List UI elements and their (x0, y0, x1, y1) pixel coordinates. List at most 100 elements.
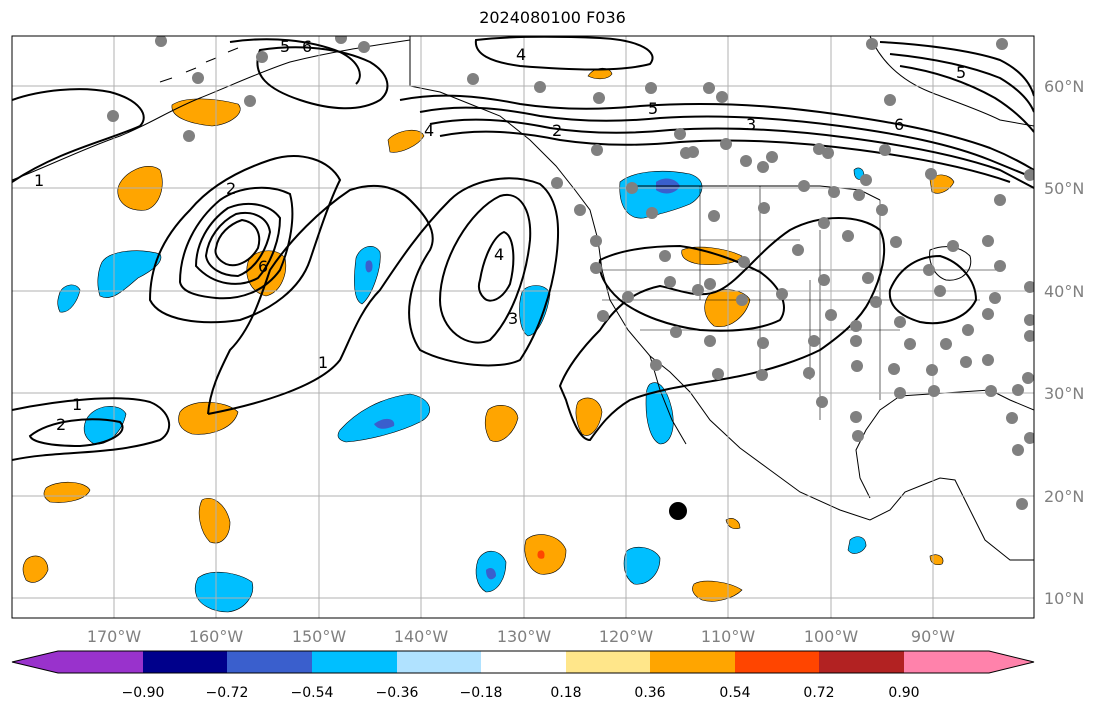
contour-line (477, 230, 515, 302)
negative-anomaly-patch (194, 571, 254, 613)
longitude-axis: 170°W 160°W 150°W 140°W 130°W 120°W 110°… (87, 627, 955, 646)
positive-anomaly-patch (484, 405, 519, 442)
positive-anomaly-patch (681, 246, 743, 266)
negative-anomaly-patch (57, 284, 81, 313)
colorbar-segment (312, 651, 397, 673)
lon-label: 150°W (292, 627, 347, 646)
contour-lines (12, 36, 1034, 461)
colorbar-tick-label: −0.18 (460, 685, 503, 701)
contour-line (178, 186, 294, 300)
negative-anomaly-patch (486, 568, 496, 580)
contour-label: 4 (516, 45, 526, 64)
colorbar-segment (143, 651, 227, 673)
contour-line (148, 155, 342, 324)
contour-label: 5 (648, 99, 658, 118)
lon-label: 120°W (599, 627, 654, 646)
contour-label: 2 (226, 179, 236, 198)
lat-label: 50°N (1044, 179, 1084, 198)
contour-line (889, 53, 1034, 113)
map-title: 2024080100 F036 (479, 8, 626, 27)
negative-anomaly-patch (337, 393, 430, 443)
contour-line (879, 41, 1034, 97)
contour-label-group: 1 1 1 2 2 2 3 3 4 4 4 5 5 5 6 6 6 (34, 37, 966, 434)
negative-anomaly-patch (374, 418, 395, 429)
graticule (12, 36, 1034, 618)
contour-line (438, 193, 532, 344)
negative-anomaly-patch (619, 170, 703, 219)
lon-label: 140°W (394, 627, 449, 646)
positive-anomaly-patch (387, 129, 425, 153)
lat-label: 40°N (1044, 282, 1084, 301)
positive-anomaly-patch (22, 555, 49, 583)
negative-anomaly-patch (623, 546, 661, 585)
colorbar-tick-label: −0.72 (206, 685, 249, 701)
lat-label: 10°N (1044, 589, 1084, 608)
lat-label: 20°N (1044, 487, 1084, 506)
contour-line (439, 130, 1011, 183)
map-frame (11, 35, 1035, 619)
positive-anomaly-patch (929, 174, 955, 194)
contour-line (214, 218, 261, 267)
contour-label: 2 (56, 415, 66, 434)
negative-anomaly-patch (354, 246, 381, 305)
contour-label: 5 (956, 63, 966, 82)
colorbar-outline (11, 650, 1035, 674)
lat-label: 60°N (1044, 77, 1084, 96)
colorbar-segment (481, 651, 566, 673)
colorbar-tick-label: 0.54 (719, 685, 750, 701)
colorbar-segment (650, 651, 735, 673)
negative-anomaly-patch (645, 382, 674, 445)
lon-label: 90°W (911, 627, 955, 646)
colorbar-tick-label: −0.54 (291, 685, 334, 701)
colorbar: −0.90 −0.72 −0.54 −0.36 −0.18 0.18 0.36 … (11, 650, 1035, 701)
colorbar-segment (904, 651, 1034, 673)
contour-line (598, 244, 785, 332)
contour-line (204, 212, 272, 278)
colorbar-segment (397, 651, 481, 673)
contour-line (12, 88, 145, 183)
contour-label: 2 (552, 121, 562, 140)
contour-label: 4 (424, 121, 434, 140)
lon-label: 170°W (87, 627, 142, 646)
negative-anomaly-patch (365, 260, 373, 273)
colorbar-tick-label: 0.90 (888, 685, 919, 701)
colorbar-segment (566, 651, 650, 673)
lon-label: 110°W (701, 627, 756, 646)
negative-anomaly-patch (519, 285, 551, 337)
contour-label: 6 (894, 115, 904, 134)
positive-anomaly-patch (524, 534, 567, 575)
colorbar-tick-label: −0.90 (122, 685, 165, 701)
contour-line (429, 118, 1034, 189)
contour-line (474, 36, 654, 71)
positive-anomaly-patch (537, 550, 545, 559)
north-america-coastline (409, 36, 1034, 561)
contour-line (194, 202, 282, 285)
contour-line (419, 106, 1034, 179)
contour-line (12, 397, 171, 461)
baja-california-coastline (649, 355, 687, 445)
contour-label: 1 (34, 171, 44, 190)
hudson-bay-outline (869, 36, 1034, 127)
positive-anomaly-patch (575, 397, 603, 436)
positive-anomaly-patch (198, 498, 231, 544)
contour-line (256, 46, 389, 110)
colorbar-tick-label: 0.18 (550, 685, 581, 701)
latitude-axis: 60°N 50°N 40°N 30°N 20°N 10°N (1044, 77, 1084, 608)
contour-label: 6 (302, 37, 312, 56)
lon-label: 100°W (804, 627, 859, 646)
lat-label: 30°N (1044, 384, 1084, 403)
lon-label: 160°W (189, 627, 244, 646)
positive-anomaly-patch (725, 518, 741, 530)
contour-label: 1 (318, 353, 328, 372)
colorbar-segment (12, 651, 143, 673)
storm-center-marker (669, 502, 687, 520)
contour-line (399, 94, 1034, 171)
contour-line (888, 254, 978, 325)
alaska-coastline (12, 39, 411, 181)
colorbar-ticks: −0.90 −0.72 −0.54 −0.36 −0.18 0.18 0.36 … (122, 685, 920, 701)
aleutian-islands (159, 47, 239, 83)
colorbar-tick-label: −0.36 (376, 685, 419, 701)
contour-label: 1 (72, 395, 82, 414)
contour-line (558, 217, 886, 442)
